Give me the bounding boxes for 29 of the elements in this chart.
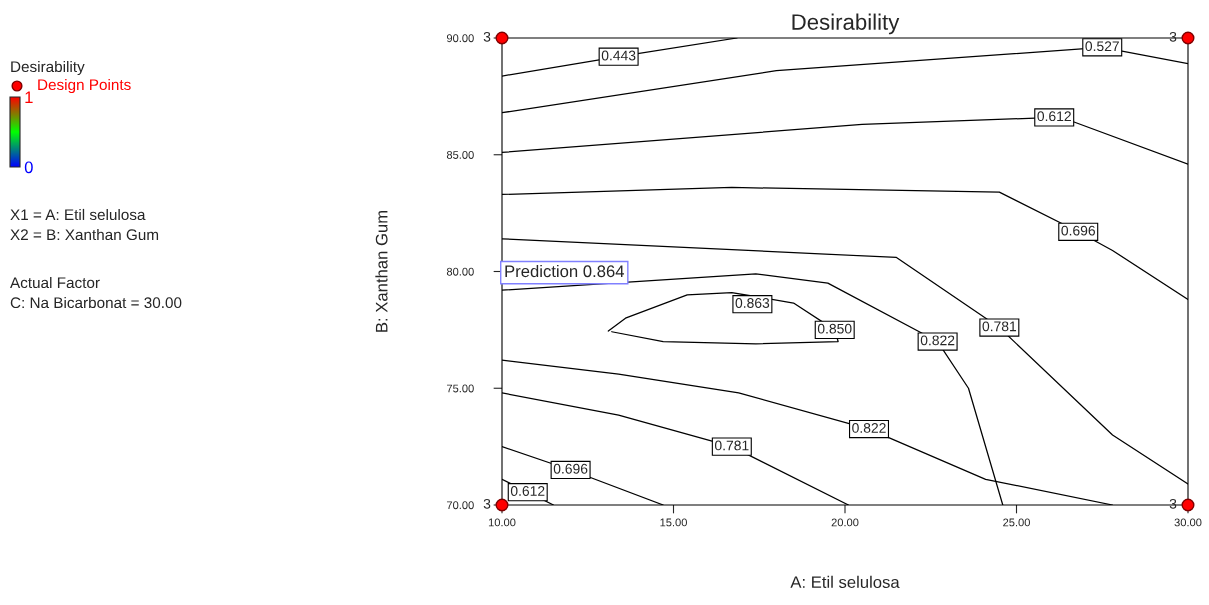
x-tick-label: 15.00 [660,518,687,527]
legend-label: Design Points [38,78,131,94]
y-axis-title: B: Xanthan Gum [375,210,388,332]
text: X2 = B: Xanthan Gum [10,228,159,241]
chart-title: Desirability [792,13,900,35]
color-bar-label: 0 [24,161,33,174]
annotation: 3 [483,31,491,42]
point [1181,498,1195,512]
point [1181,31,1195,45]
x-tick-label: 10.00 [488,518,516,527]
annotation: 3 [483,498,491,509]
text: C: Na Bicarbonat = 30.00 [10,296,182,309]
legend-title: Desirability [11,60,85,76]
x-tick-label: 30.00 [1174,518,1202,527]
annotation: Prediction 0.864 [505,264,625,278]
point [495,498,509,512]
text: X1 = A: Etil selulosa [10,208,146,221]
text: Actual Factor [10,276,100,289]
color-bar-label: 1 [25,91,33,104]
x-tick-label: 25.00 [1003,518,1030,527]
y-tick-label: 75.00 [446,384,474,393]
x-axis-title: A: Etil selulosa [790,575,900,589]
y-tick-label: 90.00 [446,34,474,43]
y-tick-label: 85.00 [446,151,474,159]
point [495,31,509,45]
y-tick-label: 70.00 [446,501,474,510]
x-tick-label: 20.00 [831,518,859,527]
y-tick-label: 80.00 [446,267,474,276]
annotation: 0.863 [735,298,770,308]
